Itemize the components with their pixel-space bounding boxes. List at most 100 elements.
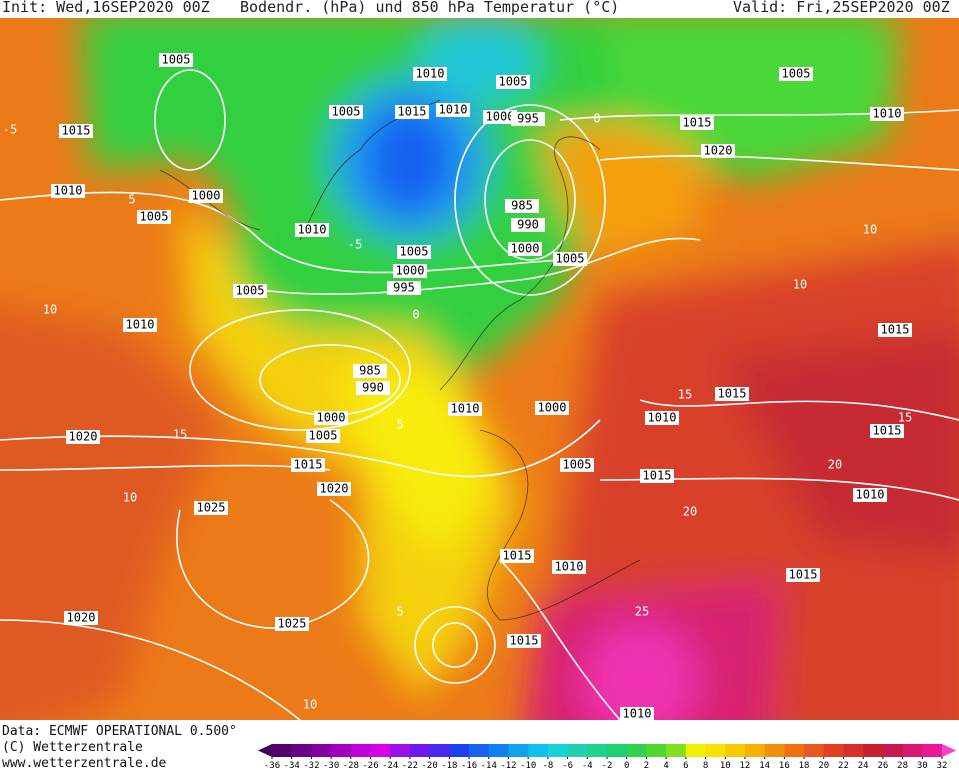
- colorbar-bin: [390, 744, 411, 757]
- colorbar-tick-label: 32: [937, 761, 948, 770]
- pressure-label: 1005: [563, 458, 592, 472]
- pressure-label: 1020: [320, 482, 349, 496]
- label-box: [306, 429, 340, 443]
- pressure-label: 1005: [782, 67, 811, 81]
- colorbar-tick-label: 24: [858, 761, 869, 770]
- pressure-label: 1020: [67, 611, 96, 625]
- pressure-label: 1015: [510, 634, 539, 648]
- temperature-label: -5: [348, 238, 362, 252]
- colorbar-bin: [705, 744, 726, 757]
- label-box: [680, 116, 714, 130]
- colorbar-tick-label: -12: [500, 761, 516, 770]
- colorbar-tick-label: -8: [542, 761, 553, 770]
- colorbar-tick-label: 4: [663, 761, 668, 770]
- colorbar-bin: [469, 744, 490, 757]
- label-box: [511, 218, 545, 232]
- temperature-label: 0: [412, 308, 419, 322]
- pressure-label: 1005: [556, 252, 585, 266]
- pressure-label: 1015: [718, 387, 747, 401]
- pressure-label: 1015: [643, 469, 672, 483]
- pressure-label: 1010: [856, 488, 885, 502]
- pressure-label: 1005: [332, 105, 361, 119]
- pressure-label: 1005: [400, 245, 429, 259]
- pressure-label: 1010: [439, 103, 468, 117]
- label-box: [59, 124, 93, 138]
- colorbar-bin: [528, 744, 549, 757]
- label-box: [436, 103, 470, 117]
- colorbar-tick-label: -28: [343, 761, 359, 770]
- label-box: [853, 488, 887, 502]
- pressure-label: 1010: [54, 184, 83, 198]
- label-box: [779, 67, 813, 81]
- colorbar-bin: [370, 744, 391, 757]
- colorbar-bin: [350, 744, 372, 757]
- colorbar-bin: [666, 744, 687, 757]
- colorbar-tick-label: 16: [779, 761, 790, 770]
- colorbar-bin: [843, 744, 864, 757]
- pressure-label: 1015: [873, 424, 902, 438]
- label-box: [511, 112, 545, 126]
- temperature-label: 20: [828, 458, 842, 472]
- temperature-label: 15: [678, 388, 692, 402]
- pressure-label: 1015: [398, 105, 427, 119]
- colorbar-bin: [744, 744, 766, 757]
- label-box: [448, 402, 482, 416]
- label-box: [507, 634, 541, 648]
- colorbar-tick-label: -16: [461, 761, 477, 770]
- colorbar-bin: [725, 744, 746, 757]
- pressure-label: 1005: [140, 210, 169, 224]
- label-box: [397, 245, 431, 259]
- pressure-label: 1020: [69, 430, 98, 444]
- pressure-label: 1015: [881, 323, 910, 337]
- colorbar-bin: [291, 744, 312, 757]
- map: [0, 18, 959, 720]
- label-box: [870, 107, 904, 121]
- colorbar-tick-label: 0: [624, 761, 629, 770]
- pressure-label: 995: [393, 281, 415, 295]
- pressure-label: 1015: [503, 549, 532, 563]
- label-box: [505, 199, 539, 213]
- colorbar-bin: [587, 744, 608, 757]
- pressure-label: 1010: [648, 411, 677, 425]
- colorbar-bin: [863, 744, 884, 757]
- temperature-label: 10: [43, 303, 57, 317]
- label-box: [496, 75, 530, 89]
- colorbar-bin: [547, 744, 569, 757]
- colorbar-bin: [804, 744, 825, 757]
- label-box: [189, 189, 223, 203]
- temperature-regions: [0, 18, 959, 720]
- pressure-label: 1025: [197, 501, 226, 515]
- pressure-label: 1010: [555, 560, 584, 574]
- temperature-label: 25: [635, 605, 649, 619]
- label-box: [715, 387, 749, 401]
- pressure-label: 1000: [192, 189, 221, 203]
- colorbar-bin: [882, 744, 904, 757]
- pressure-label: 1020: [704, 144, 733, 158]
- pressure-label: 1015: [683, 116, 712, 130]
- label-box: [51, 184, 85, 198]
- label-box: [552, 560, 586, 574]
- valid-time: Valid: Fri,25SEP2020 00Z: [733, 0, 950, 16]
- colorbar-bin: [429, 744, 450, 757]
- colorbar-tick-label: -36: [264, 761, 280, 770]
- temperature-label: 15: [173, 428, 187, 442]
- pressure-label: 1015: [62, 124, 91, 138]
- label-box: [786, 568, 820, 582]
- map-title: Bodendr. (hPa) und 850 hPa Temperatur (°…: [240, 0, 619, 16]
- temperature-label: 0: [593, 112, 600, 126]
- temperature-label: -5: [3, 123, 17, 137]
- colorbar-tick-label: -24: [382, 761, 398, 770]
- label-box: [329, 105, 363, 119]
- label-box: [353, 364, 387, 378]
- colorbar-tick-label: 8: [703, 761, 708, 770]
- colorbar-bin: [311, 744, 332, 757]
- colorbar-bin: [508, 744, 529, 757]
- colorbar-bin: [784, 744, 805, 757]
- colorbar-tick-label: -26: [362, 761, 378, 770]
- pressure-label: 1010: [873, 107, 902, 121]
- colorbar-tick-label: -10: [520, 761, 536, 770]
- temperature-label: 5: [128, 193, 135, 207]
- colorbar-bin: [922, 744, 943, 757]
- colorbar-tick-label: -32: [303, 761, 319, 770]
